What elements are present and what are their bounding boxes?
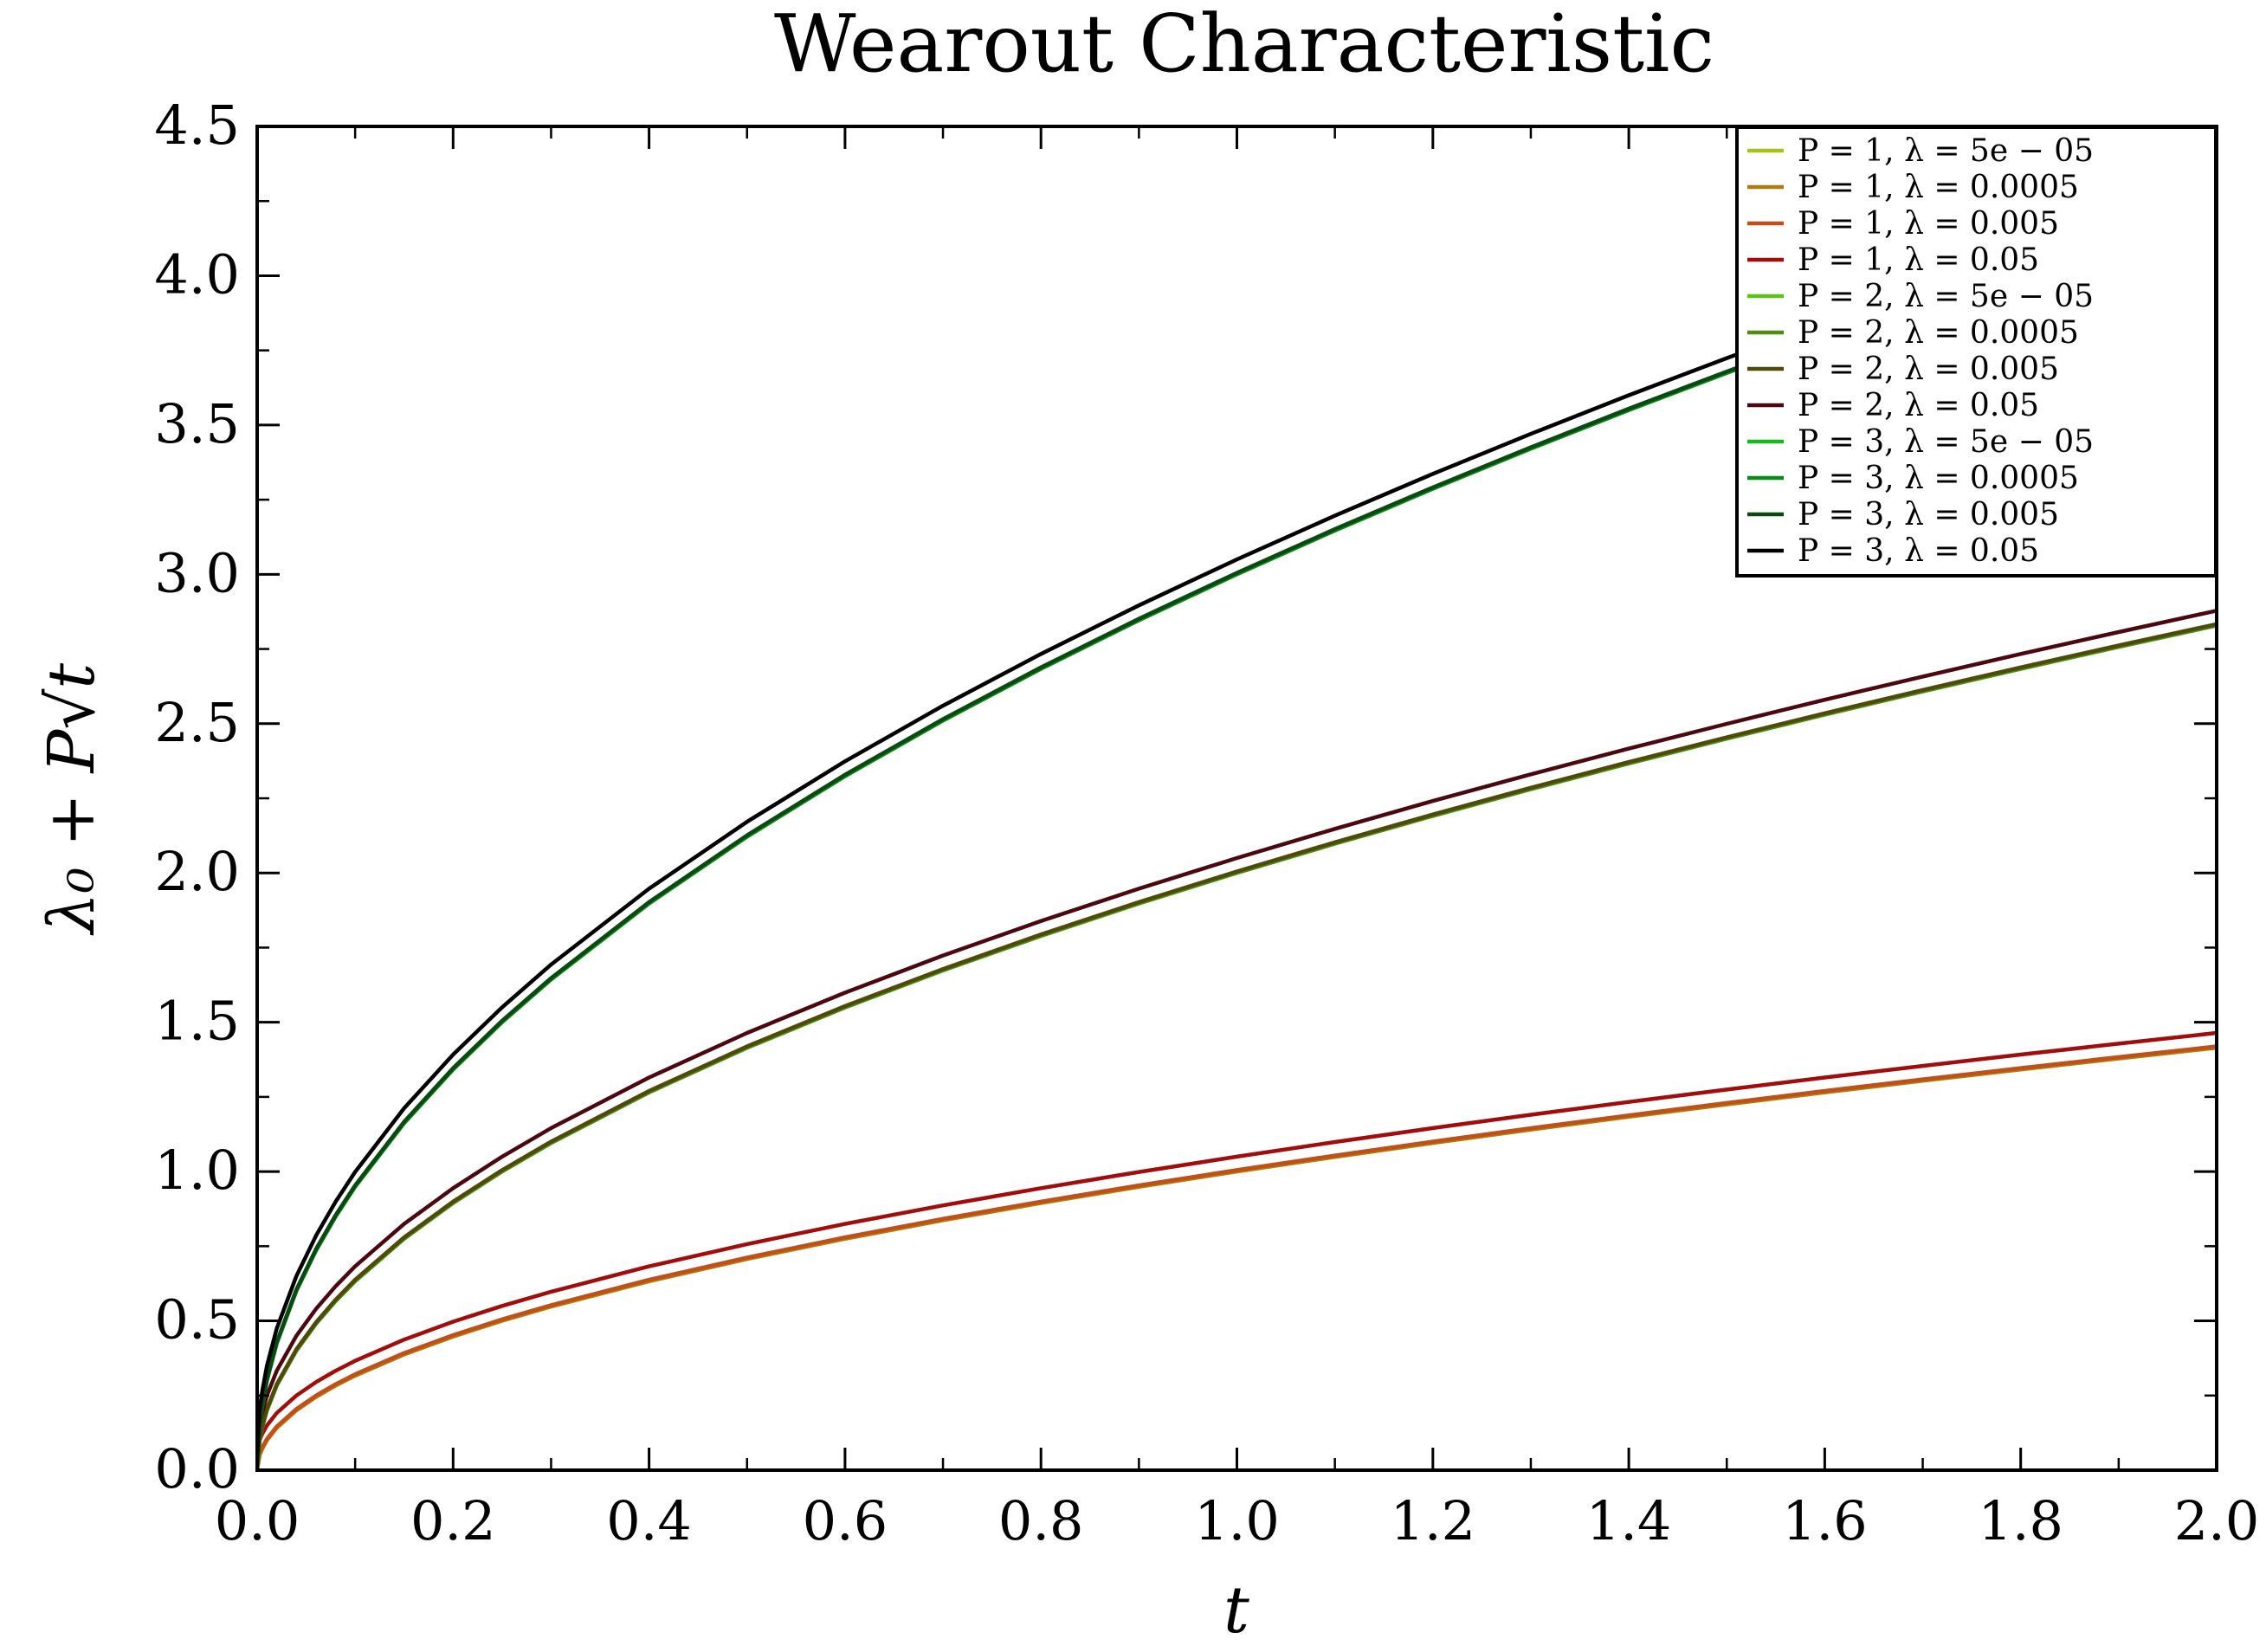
series-line-4 bbox=[257, 1030, 2217, 1458]
y-tick-label: 3.0 bbox=[154, 541, 240, 604]
legend-label-12: P = 3, λ = 0.05 bbox=[1798, 533, 2039, 569]
y-axis-label: λ₀ + P√t bbox=[35, 663, 109, 937]
y-tick-label: 0.5 bbox=[154, 1288, 240, 1352]
legend-label-11: P = 3, λ = 0.005 bbox=[1798, 497, 2059, 532]
x-tick-label: 0.6 bbox=[803, 1489, 888, 1552]
legend-label-7: P = 2, λ = 0.005 bbox=[1798, 352, 2059, 387]
y-tick-label: 2.0 bbox=[154, 840, 240, 903]
y-tick-label: 1.5 bbox=[154, 990, 240, 1053]
legend-label-6: P = 2, λ = 0.0005 bbox=[1798, 315, 2079, 351]
legend-label-4: P = 1, λ = 0.05 bbox=[1798, 242, 2039, 278]
x-tick-label: 1.6 bbox=[1782, 1489, 1868, 1552]
legend-label-3: P = 1, λ = 0.005 bbox=[1798, 206, 2059, 242]
legend-label-8: P = 2, λ = 0.05 bbox=[1798, 388, 2039, 423]
series-line-3 bbox=[257, 1044, 2217, 1470]
y-tick-label: 1.0 bbox=[154, 1139, 240, 1202]
legend-label-1: P = 1, λ = 5e − 05 bbox=[1798, 133, 2094, 169]
x-tick-label: 0.2 bbox=[410, 1489, 496, 1552]
chart-title: Wearout Characteristic bbox=[774, 0, 1714, 90]
series-line-8 bbox=[257, 609, 2217, 1458]
x-tick-label: 0.0 bbox=[215, 1489, 300, 1552]
tick-labels-layer: 0.0 0.2 0.4 0.6 0.8 1.0 1.2 1.4 1.6 1.8 2.0 0.0 0.5 1… bbox=[154, 94, 2259, 1552]
x-tick-label: 1.0 bbox=[1194, 1489, 1280, 1552]
x-tick-label: 1.8 bbox=[1978, 1489, 2063, 1552]
legend-label-5: P = 2, λ = 5e − 05 bbox=[1798, 279, 2094, 314]
legend-label-2: P = 1, λ = 0.0005 bbox=[1798, 170, 2079, 205]
legend-label-10: P = 3, λ = 0.0005 bbox=[1798, 461, 2079, 496]
y-tick-label: 0.0 bbox=[154, 1437, 240, 1500]
plot-frame bbox=[255, 125, 2218, 1472]
y-tick-label: 4.0 bbox=[154, 242, 240, 306]
legend-box bbox=[1735, 126, 2218, 578]
y-tick-label: 4.5 bbox=[154, 94, 240, 157]
y-tick-label: 2.5 bbox=[154, 691, 240, 754]
y-tick-label: 3.5 bbox=[154, 392, 240, 455]
x-tick-label: 0.8 bbox=[998, 1489, 1084, 1552]
x-tick-label: 0.4 bbox=[606, 1489, 692, 1552]
x-tick-label: 1.2 bbox=[1390, 1489, 1475, 1552]
x-axis-label: t bbox=[1223, 1573, 1249, 1648]
legend-label-9: P = 3, λ = 5e − 05 bbox=[1798, 424, 2094, 460]
x-tick-label: 2.0 bbox=[2174, 1489, 2260, 1552]
x-tick-label: 1.4 bbox=[1586, 1489, 1672, 1552]
series-line-7 bbox=[257, 622, 2217, 1470]
